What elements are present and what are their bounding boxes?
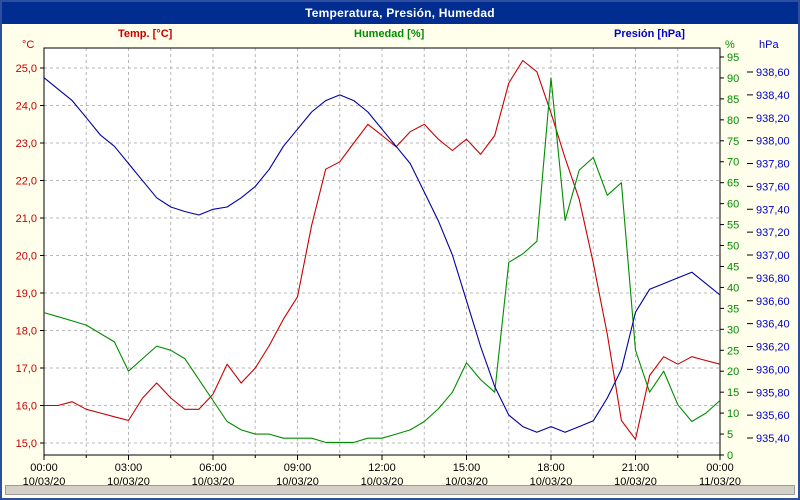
temp-axis-label: 20,0 <box>16 251 37 263</box>
grid <box>44 48 720 455</box>
humidity-axis-label: 65 <box>727 178 739 190</box>
x-axis-time-label: 03:00 <box>115 462 143 474</box>
pressure-axis-label: 936,20 <box>756 342 790 354</box>
pressure-axis-label: 935,60 <box>756 410 790 422</box>
pressure-axis-label: 936,00 <box>756 364 790 376</box>
pressure-axis-label: 935,40 <box>756 433 790 445</box>
legend-humidity: Humedad [%] <box>354 28 425 40</box>
pressure-axis-label: 936,60 <box>756 296 790 308</box>
temp-axis-label: 21,0 <box>16 213 37 225</box>
humidity-axis-label: 0 <box>727 450 733 462</box>
humidity-axis-label: 60 <box>727 199 739 211</box>
humidity-axis-label: 85 <box>727 94 739 106</box>
humidity-axis-label: 80 <box>727 115 739 127</box>
x-axis-time-label: 00:00 <box>706 462 734 474</box>
x-axis: 00:0010/03/2003:0010/03/2006:0010/03/200… <box>23 455 741 488</box>
series-temp-line <box>44 59 721 440</box>
humidity-axis-label: 55 <box>727 220 739 232</box>
humidity-axis-label: 5 <box>727 429 733 441</box>
x-axis-time-label: 12:00 <box>368 462 396 474</box>
x-axis-time-label: 00:00 <box>30 462 58 474</box>
pressure-axis-label: 938,20 <box>756 113 790 125</box>
humidity-axis-label: 50 <box>727 241 739 253</box>
legend-temperature: Temp. [°C] <box>118 28 173 40</box>
temp-axis-label: 24,0 <box>16 101 37 113</box>
temp-axis-label: 23,0 <box>16 138 37 150</box>
temp-axis: 25,0 24,0 23,0 22,0 21,0 20,0 19,0 18,0 17,0 16,0… <box>16 63 44 450</box>
humidity-axis-label: 15 <box>727 387 739 399</box>
pressure-axis-label: 936,80 <box>756 273 790 285</box>
x-axis-time-label: 06:00 <box>199 462 227 474</box>
pressure-axis-label: 938,40 <box>756 90 790 102</box>
humidity-axis-label: 30 <box>727 324 739 336</box>
x-axis-time-label: 15:00 <box>453 462 481 474</box>
legend-pressure: Presión [hPa] <box>614 28 685 40</box>
pressure-axis-label: 937,80 <box>756 159 790 171</box>
humidity-axis-label: 20 <box>727 366 739 378</box>
pressure-axis-label: 935,80 <box>756 387 790 399</box>
pressure-axis-label: 936,40 <box>756 319 790 331</box>
chart-plot: 25,0 24,0 23,0 22,0 21,0 20,0 19,0 18,0 17,0 16,0… <box>16 47 790 488</box>
title-bar: Temperatura, Presión, Humedad <box>2 2 798 24</box>
pressure-axis: 938,60 938,40 938,20 938,00 937,80 937,60 937,… <box>747 67 790 445</box>
x-axis-time-label: 21:00 <box>622 462 650 474</box>
humidity-axis-label: 40 <box>727 282 739 294</box>
humidity-axis-label: 90 <box>727 73 739 85</box>
humidity-axis-unit: % <box>725 39 735 51</box>
pressure-axis-label: 938,00 <box>756 136 790 148</box>
temp-axis-label: 15,0 <box>16 438 37 450</box>
humidity-axis-label: 25 <box>727 345 739 357</box>
temp-axis-label: 16,0 <box>16 401 37 413</box>
series-pressure-line <box>43 77 721 433</box>
x-axis-time-label: 18:00 <box>537 462 565 474</box>
pressure-axis-label: 937,60 <box>756 181 790 193</box>
temp-axis-label: 22,0 <box>16 176 37 188</box>
humidity-axis-label: 45 <box>727 261 739 273</box>
temp-axis-label: 18,0 <box>16 326 37 338</box>
pressure-axis-unit: hPa <box>759 39 779 51</box>
humidity-axis-label: 35 <box>727 303 739 315</box>
humidity-axis-label: 75 <box>727 136 739 148</box>
humidity-axis-label: 95 <box>727 52 739 64</box>
x-axis-time-label: 09:00 <box>284 462 312 474</box>
series-humidity-line <box>43 77 721 443</box>
pressure-axis-label: 937,20 <box>756 227 790 239</box>
temp-axis-label: 19,0 <box>16 288 37 300</box>
humidity-axis-label: 70 <box>727 157 739 169</box>
pressure-axis-label: 938,60 <box>756 67 790 79</box>
pressure-axis-label: 937,00 <box>756 250 790 262</box>
temp-axis-label: 25,0 <box>16 63 37 75</box>
horizontal-scrollbar[interactable] <box>5 485 795 495</box>
temp-axis-unit: °C <box>22 39 35 51</box>
humidity-axis-label: 10 <box>727 408 739 420</box>
pressure-axis-label: 937,40 <box>756 204 790 216</box>
temp-axis-label: 17,0 <box>16 363 37 375</box>
